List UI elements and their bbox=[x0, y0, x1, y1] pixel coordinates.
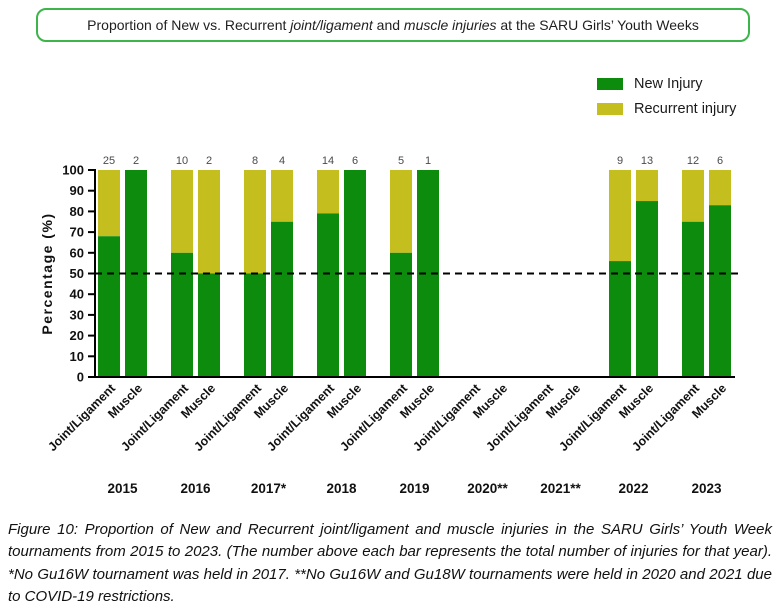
title-segment: and bbox=[372, 17, 404, 33]
year-label-2017: 2017* bbox=[251, 481, 287, 496]
bar-new-2022-muscle bbox=[636, 201, 658, 377]
bar-recurrent-2018-joint-ligament bbox=[317, 170, 339, 214]
injury-chart: 0 10 20 30 40 50 60 70 80 90 100 25 Joint/Ligament 2 M… bbox=[0, 55, 780, 517]
title-segment: Proportion of New vs. Recurrent bbox=[87, 17, 291, 33]
title-segment-italic: joint/ligament bbox=[290, 17, 373, 33]
y-tick-label-10: 10 bbox=[70, 349, 84, 364]
legend: New Injury Recurrent injury bbox=[597, 76, 736, 117]
total-label-2019-joint-ligament: 5 bbox=[398, 155, 404, 167]
bar-new-2016-muscle bbox=[198, 273, 220, 377]
total-label-2018-joint-ligament: 14 bbox=[322, 155, 334, 167]
legend-item-recurrent-injury: Recurrent injury bbox=[597, 101, 736, 117]
bar-recurrent-2016-muscle bbox=[198, 170, 220, 274]
total-label-2019-muscle: 1 bbox=[425, 155, 431, 167]
bar-new-2016-joint-ligament bbox=[171, 252, 193, 377]
bar-recurrent-2017-muscle bbox=[271, 170, 293, 222]
y-tick-label-0: 0 bbox=[77, 370, 84, 385]
total-label-2017-joint-ligament: 8 bbox=[252, 155, 258, 167]
y-tick-label-60: 60 bbox=[70, 245, 84, 260]
year-label-2021: 2021** bbox=[540, 481, 581, 496]
total-label-2023-joint-ligament: 12 bbox=[687, 155, 699, 167]
bar-new-2018-muscle bbox=[344, 170, 366, 377]
year-label-2023: 2023 bbox=[691, 481, 722, 496]
total-label-2016-muscle: 2 bbox=[206, 155, 212, 167]
legend-item-new-injury: New Injury bbox=[597, 76, 736, 92]
chart-title-text: Proportion of New vs. Recurrent joint/li… bbox=[87, 17, 699, 33]
recurrent-injury-swatch-icon bbox=[597, 103, 623, 115]
bar-new-2023-muscle bbox=[709, 205, 731, 377]
y-tick-label-80: 80 bbox=[70, 204, 84, 219]
new-injury-swatch-icon bbox=[597, 78, 623, 90]
category-label-2015-joint-ligament: Joint/Ligament bbox=[45, 381, 118, 454]
bar-new-2018-joint-ligament bbox=[317, 213, 339, 377]
total-label-2015-muscle: 2 bbox=[133, 155, 139, 167]
year-label-2019: 2019 bbox=[399, 481, 429, 496]
bar-new-2017-muscle bbox=[271, 221, 293, 377]
figure-caption: Figure 10: Proportion of New and Recurre… bbox=[8, 521, 772, 606]
legend-label-recurrent-injury: Recurrent injury bbox=[634, 101, 737, 117]
bar-recurrent-2015-joint-ligament bbox=[98, 170, 120, 237]
total-label-2023-muscle: 6 bbox=[717, 155, 723, 167]
y-tick-label-20: 20 bbox=[70, 328, 84, 343]
bar-recurrent-2023-muscle bbox=[709, 170, 731, 206]
bar-new-2023-joint-ligament bbox=[682, 221, 704, 377]
y-tick-label-100: 100 bbox=[62, 163, 84, 178]
bar-recurrent-2023-joint-ligament bbox=[682, 170, 704, 222]
y-tick-label-40: 40 bbox=[70, 287, 84, 302]
y-tick-label-30: 30 bbox=[70, 307, 84, 322]
year-label-2020: 2020** bbox=[467, 481, 508, 496]
bar-new-2019-joint-ligament bbox=[390, 252, 412, 377]
legend-label-new-injury: New Injury bbox=[634, 76, 703, 92]
y-tick-label-50: 50 bbox=[70, 266, 84, 281]
y-tick-label-70: 70 bbox=[70, 225, 84, 240]
bar-recurrent-2019-joint-ligament bbox=[390, 170, 412, 253]
bar-new-2019-muscle bbox=[417, 170, 439, 377]
y-tick-label-90: 90 bbox=[70, 183, 84, 198]
bar-recurrent-2016-joint-ligament bbox=[171, 170, 193, 253]
year-label-2016: 2016 bbox=[180, 481, 211, 496]
year-label-2022: 2022 bbox=[618, 481, 648, 496]
bar-new-2015-joint-ligament bbox=[98, 236, 120, 377]
total-label-2022-joint-ligament: 9 bbox=[617, 155, 623, 167]
year-label-2015: 2015 bbox=[107, 481, 138, 496]
bar-recurrent-2022-joint-ligament bbox=[609, 170, 631, 262]
total-label-2017-muscle: 4 bbox=[279, 155, 285, 167]
total-label-2015-joint-ligament: 25 bbox=[103, 155, 115, 167]
title-segment-italic: muscle injuries bbox=[403, 17, 497, 33]
total-label-2018-muscle: 6 bbox=[352, 155, 358, 167]
y-axis-title: Percentage (%) bbox=[39, 212, 55, 334]
injury-chart-svg: 010203040506070809010025Joint/Ligament2M… bbox=[39, 155, 738, 496]
bar-new-2022-joint-ligament bbox=[609, 261, 631, 377]
year-label-2018: 2018 bbox=[326, 481, 357, 496]
total-label-2022-muscle: 13 bbox=[641, 155, 653, 167]
bar-new-2017-joint-ligament bbox=[244, 273, 266, 377]
total-label-2016-joint-ligament: 10 bbox=[176, 155, 188, 167]
bar-recurrent-2022-muscle bbox=[636, 170, 658, 202]
title-segment: at the SARU Girls’ Youth Weeks bbox=[496, 17, 699, 33]
bar-recurrent-2017-joint-ligament bbox=[244, 170, 266, 274]
chart-title-box: Proportion of New vs. Recurrent joint/li… bbox=[36, 8, 750, 42]
